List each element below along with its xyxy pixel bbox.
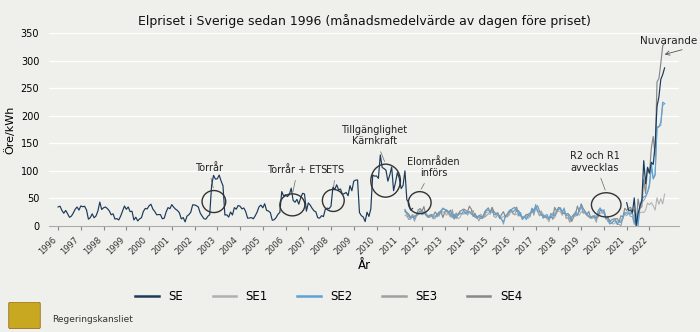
Text: Torrår: Torrår — [195, 163, 223, 188]
Text: Nuvarande ansträngda läge: Nuvarande ansträngda läge — [640, 36, 700, 55]
Text: Tillgänglighet
Kärnkraft: Tillgänglighet Kärnkraft — [341, 125, 407, 162]
Text: Elområden
införs: Elområden införs — [407, 157, 460, 189]
Legend: SE, SE1, SE2, SE3, SE4: SE, SE1, SE2, SE3, SE4 — [130, 286, 527, 308]
Text: Regeringskansliet: Regeringskansliet — [52, 315, 134, 324]
Y-axis label: Öre/kWh: Öre/kWh — [4, 105, 15, 154]
Title: Elpriset i Sverige sedan 1996 (månadsmedelvärde av dagen före priset): Elpriset i Sverige sedan 1996 (månadsmed… — [138, 14, 590, 28]
X-axis label: År: År — [358, 259, 370, 272]
Text: R2 och R1
avvecklas: R2 och R1 avvecklas — [570, 151, 620, 190]
Text: Torrår + ETS: Torrår + ETS — [267, 165, 328, 192]
Text: ETS: ETS — [326, 165, 344, 187]
FancyBboxPatch shape — [8, 302, 41, 329]
